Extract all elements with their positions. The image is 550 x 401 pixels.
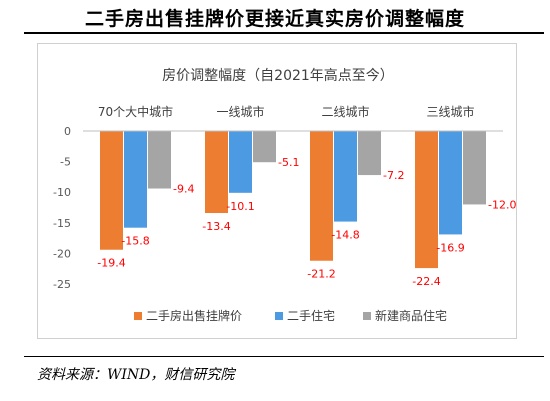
page-title: 二手房出售挂牌价更接近真实房价调整幅度 bbox=[84, 8, 465, 30]
data-label: -12.0 bbox=[488, 198, 516, 211]
bar bbox=[463, 131, 486, 205]
data-label: -7.2 bbox=[383, 169, 404, 182]
bar bbox=[148, 131, 171, 189]
chart-title: 房价调整幅度（自2021年高点至今） bbox=[162, 67, 394, 84]
data-label: -5.1 bbox=[278, 156, 299, 169]
bar bbox=[310, 131, 333, 261]
y-tick-label: -20 bbox=[53, 247, 71, 260]
legend-swatch bbox=[134, 312, 142, 320]
category-label: 一线城市 bbox=[216, 104, 264, 119]
legend-swatch bbox=[363, 312, 371, 320]
category-label: 三线城市 bbox=[426, 104, 474, 119]
data-label: -10.1 bbox=[226, 200, 254, 213]
y-tick-label: -25 bbox=[53, 278, 71, 291]
bar bbox=[229, 131, 252, 193]
data-label: -14.8 bbox=[331, 229, 359, 242]
data-label: -15.8 bbox=[121, 235, 149, 248]
bar bbox=[439, 131, 462, 235]
data-label: -13.4 bbox=[202, 220, 230, 233]
source-rule bbox=[24, 356, 544, 357]
bar bbox=[415, 131, 438, 269]
data-label: -22.4 bbox=[412, 275, 440, 288]
category-label: 70个大中城市 bbox=[98, 104, 173, 119]
y-tick-label: -15 bbox=[53, 217, 71, 230]
source-note: 资料来源：WIND，财信研究院 bbox=[37, 367, 235, 383]
category-label: 二线城市 bbox=[321, 104, 369, 119]
y-tick-label: -5 bbox=[60, 156, 71, 169]
y-tick-label: 0 bbox=[64, 125, 71, 138]
title-rule bbox=[24, 32, 544, 34]
data-label: -16.9 bbox=[436, 241, 464, 254]
y-tick-label: -10 bbox=[53, 186, 71, 199]
legend-label: 新建商品住宅 bbox=[375, 308, 447, 323]
bar bbox=[253, 131, 276, 163]
chart-panel: 房价调整幅度（自2021年高点至今） 70个大中城市 一线城市 二线城市 三线城市 0 -5… bbox=[37, 43, 517, 339]
bar bbox=[100, 131, 123, 250]
bar-chart: 房价调整幅度（自2021年高点至今） 70个大中城市 一线城市 二线城市 三线城市 0 -5… bbox=[53, 67, 516, 323]
data-label: -19.4 bbox=[97, 257, 125, 270]
legend-label: 二手住宅 bbox=[287, 308, 335, 323]
bar bbox=[124, 131, 147, 228]
data-label: -9.4 bbox=[173, 183, 194, 196]
bar bbox=[358, 131, 381, 176]
bar bbox=[205, 131, 228, 214]
legend-label: 二手房出售挂牌价 bbox=[146, 308, 242, 323]
bar bbox=[334, 131, 357, 222]
data-label: -21.2 bbox=[307, 268, 335, 281]
legend-swatch bbox=[275, 312, 283, 320]
